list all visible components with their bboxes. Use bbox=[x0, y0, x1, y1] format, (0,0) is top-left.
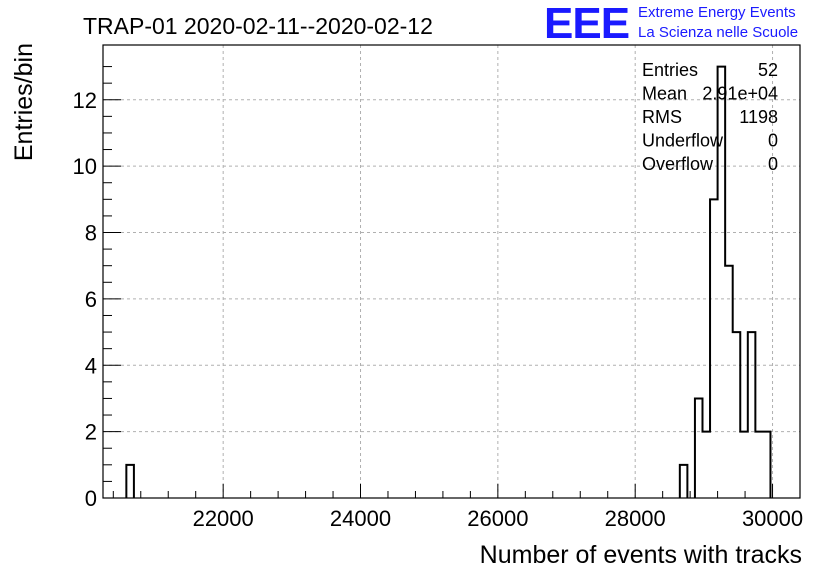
x-tick-label: 24000 bbox=[330, 506, 391, 531]
stats-box: Entries 52 Mean 2.91e+04 RMS 1198 Underflow 0 Ov… bbox=[642, 60, 778, 174]
stats-value: 0 bbox=[768, 154, 778, 174]
stats-value: 52 bbox=[758, 60, 778, 80]
x-tick-label: 30000 bbox=[742, 506, 803, 531]
plot-frame bbox=[102, 44, 801, 499]
eee-logo-text: Extreme Energy Events La Scienza nelle S… bbox=[638, 3, 798, 43]
y-tick-label: 2 bbox=[85, 420, 97, 445]
stats-label: RMS bbox=[642, 107, 682, 127]
y-tick-label: 10 bbox=[73, 154, 97, 179]
axes: 22000 24000 26000 28000 30000 0 2 4 6 8 10 12 bbox=[73, 66, 803, 531]
stats-label: Overflow bbox=[642, 154, 714, 174]
y-axis-label: Entries/bin bbox=[10, 43, 38, 161]
histogram-outline bbox=[125, 65, 772, 498]
y-tick-label: 4 bbox=[85, 353, 97, 378]
logo-line-1: Extreme Energy Events bbox=[638, 4, 796, 21]
stats-value: 1198 bbox=[739, 107, 778, 127]
y-tick-label: 0 bbox=[85, 486, 97, 511]
grid-lines bbox=[103, 45, 800, 498]
y-tick-label: 6 bbox=[85, 287, 97, 312]
x-tick-label: 26000 bbox=[467, 506, 528, 531]
stats-value: 2.91e+04 bbox=[702, 84, 778, 104]
x-axis-label: Number of events with tracks bbox=[480, 541, 802, 569]
stats-label: Entries bbox=[642, 60, 698, 80]
y-tick-label: 8 bbox=[85, 221, 97, 246]
stats-label: Underflow bbox=[642, 131, 724, 151]
y-tick-label: 12 bbox=[73, 88, 97, 113]
eee-logo: EEE bbox=[544, 0, 630, 48]
x-tick-label: 28000 bbox=[605, 506, 666, 531]
stats-value: 0 bbox=[768, 131, 778, 151]
logo-line-2: La Scienza nelle Scuole bbox=[638, 24, 799, 41]
stats-label: Mean bbox=[642, 84, 687, 104]
chart-title: TRAP-01 2020-02-11--2020-02-12 bbox=[83, 13, 433, 39]
x-tick-label: 22000 bbox=[193, 506, 254, 531]
